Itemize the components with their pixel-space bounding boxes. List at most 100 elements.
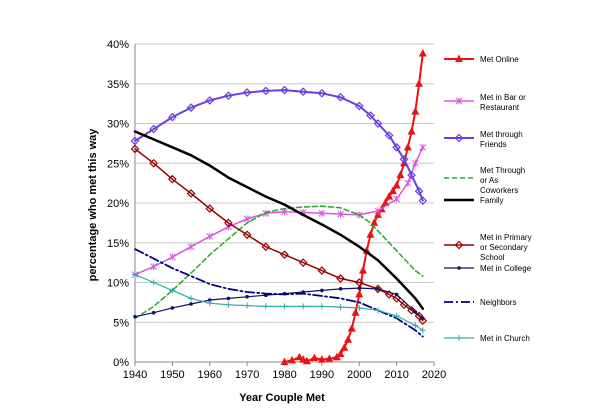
data-point xyxy=(373,119,383,128)
legend-label: or Secondary xyxy=(480,243,528,252)
legend-item: Met in Church xyxy=(444,334,530,343)
legend-item: Met Online xyxy=(444,54,519,64)
data-point xyxy=(130,144,140,154)
series-line xyxy=(134,248,424,338)
data-point xyxy=(336,274,345,283)
data-point xyxy=(317,355,326,363)
legend-marker xyxy=(457,266,461,270)
data-point xyxy=(300,303,307,310)
data-point xyxy=(280,250,289,260)
data-point xyxy=(149,124,159,134)
data-point xyxy=(336,349,345,358)
legend-label: Friends xyxy=(480,140,507,149)
data-point xyxy=(418,316,428,326)
legend-marker xyxy=(456,335,462,341)
x-tick-label: 2020 xyxy=(422,369,446,381)
data-point xyxy=(242,230,252,240)
data-point xyxy=(356,304,363,311)
series-7 xyxy=(134,248,424,338)
data-point xyxy=(244,302,251,309)
series-3 xyxy=(134,205,424,320)
data-point xyxy=(225,301,232,308)
data-point xyxy=(351,308,360,316)
series-line xyxy=(283,52,424,363)
data-point xyxy=(344,335,353,343)
data-point xyxy=(206,232,214,240)
data-point xyxy=(317,88,327,98)
data-point xyxy=(393,312,400,319)
data-point xyxy=(414,186,424,196)
data-point xyxy=(130,136,140,146)
legend-label: Met in College xyxy=(480,264,532,273)
data-point xyxy=(336,92,345,102)
legend-marker xyxy=(455,54,463,62)
data-point xyxy=(399,154,409,164)
data-point xyxy=(186,103,196,112)
legend-marker xyxy=(454,240,464,250)
legend-item: Neighbors xyxy=(444,298,516,307)
data-point xyxy=(374,307,381,314)
x-tick-label: 1940 xyxy=(123,369,147,381)
y-tick-label: 5% xyxy=(113,317,129,329)
data-point xyxy=(205,204,215,213)
data-point xyxy=(206,300,213,307)
legend-marker xyxy=(455,97,463,105)
y-axis-title: percentage who met this way xyxy=(87,128,99,282)
x-tick-label: 2010 xyxy=(384,369,408,381)
data-point xyxy=(374,207,382,215)
data-point xyxy=(280,85,289,95)
series-2 xyxy=(130,85,428,205)
data-point xyxy=(393,195,400,203)
y-tick-label: 40% xyxy=(107,39,129,51)
data-point xyxy=(170,306,175,310)
data-point xyxy=(242,88,252,97)
data-point xyxy=(337,304,344,311)
data-point xyxy=(403,142,412,151)
data-point xyxy=(168,112,177,122)
series-line xyxy=(133,130,425,310)
data-point xyxy=(317,266,327,275)
legend-label: Coworkers xyxy=(480,186,518,195)
y-tick-label: 25% xyxy=(107,158,129,170)
data-point xyxy=(226,296,231,301)
data-point xyxy=(205,96,215,105)
y-tick-label: 0% xyxy=(113,357,129,369)
x-tick-label: 1980 xyxy=(272,369,296,381)
data-point xyxy=(320,288,324,293)
data-point xyxy=(413,310,418,314)
data-point xyxy=(337,210,344,218)
legend-label: Met in Primary xyxy=(480,233,532,242)
data-point xyxy=(133,314,137,319)
data-point xyxy=(366,230,375,238)
data-point xyxy=(261,242,271,252)
data-point xyxy=(281,303,288,310)
legend-item: Family xyxy=(444,196,504,205)
series-8 xyxy=(132,271,426,334)
data-point xyxy=(404,179,412,187)
data-point xyxy=(186,189,196,198)
data-point xyxy=(318,303,325,310)
legend-marker xyxy=(454,133,464,143)
data-point xyxy=(262,303,269,310)
data-point xyxy=(168,174,177,184)
data-point xyxy=(384,131,394,140)
data-point xyxy=(132,271,138,278)
data-point xyxy=(187,243,195,251)
data-point xyxy=(418,196,428,205)
x-tick-label: 2000 xyxy=(347,369,371,381)
data-point xyxy=(340,343,349,351)
data-point xyxy=(332,352,341,361)
data-point xyxy=(394,292,399,297)
data-point xyxy=(243,215,251,223)
data-point xyxy=(347,324,356,332)
y-tick-label: 15% xyxy=(107,238,129,250)
data-point xyxy=(188,295,195,302)
legend-label: Met in Bar or xyxy=(480,93,526,102)
data-point xyxy=(207,298,212,302)
y-tick-label: 30% xyxy=(107,119,129,131)
data-point xyxy=(224,91,233,101)
data-point xyxy=(412,322,419,329)
legend-label: or As xyxy=(480,176,498,185)
